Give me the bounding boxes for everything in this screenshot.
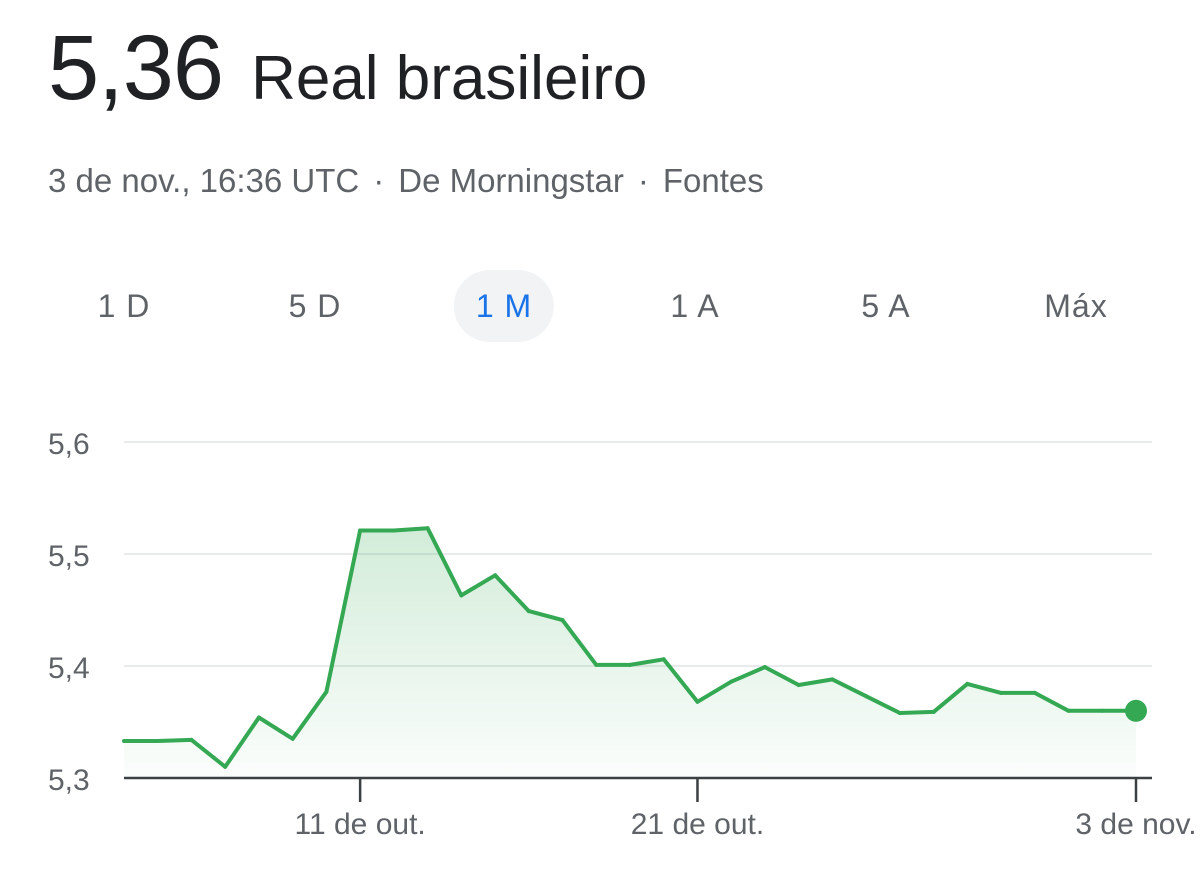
data-source: De Morningstar bbox=[398, 162, 624, 199]
price-line-segment bbox=[324, 528, 363, 694]
x-tick-label: 21 de out. bbox=[631, 808, 764, 841]
y-tick-label: 5,5 bbox=[48, 540, 90, 573]
meta-line: 3 de nov., 16:36 UTC · De Morningstar · … bbox=[48, 162, 764, 200]
price-line-segment bbox=[628, 657, 666, 667]
price-line-segment bbox=[155, 737, 194, 743]
sources-link[interactable]: Fontes bbox=[662, 162, 764, 199]
price-area-fill bbox=[124, 528, 1136, 778]
tab-1a[interactable]: 1 A bbox=[670, 288, 720, 324]
price-line-segment bbox=[830, 677, 869, 699]
tab-5a[interactable]: 5 A bbox=[861, 288, 911, 324]
exchange-rate-value: 5,36 bbox=[48, 17, 224, 119]
price-line-segment bbox=[661, 657, 700, 704]
price-line-segment bbox=[864, 694, 902, 715]
price-line bbox=[122, 526, 1138, 769]
timestamp: 3 de nov., 16:36 UTC bbox=[48, 162, 360, 199]
y-tick-label: 5,6 bbox=[48, 428, 90, 461]
price-line-segment bbox=[223, 715, 261, 769]
price-line-segment bbox=[695, 679, 734, 704]
tab-1d[interactable]: 1 D bbox=[97, 288, 151, 324]
x-tick-label: 11 de out. bbox=[295, 808, 426, 841]
price-line-segment bbox=[256, 715, 295, 741]
y-tick-label: 5,3 bbox=[48, 764, 90, 797]
separator-dot: · bbox=[373, 162, 385, 199]
time-range-tabs: 1 D 5 D 1 M 1 A 5 A Máx bbox=[0, 270, 1200, 342]
price-line-segment bbox=[762, 665, 801, 687]
price-chart[interactable]: 5,3 5,4 5,5 5,6 11 de out. 21 de out. 3 de no… bbox=[0, 400, 1200, 874]
price-line-segment bbox=[1032, 690, 1071, 713]
currency-name: Real brasileiro bbox=[251, 44, 648, 113]
tab-1m[interactable]: 1 M bbox=[453, 270, 555, 342]
last-price-marker[interactable] bbox=[1125, 699, 1147, 722]
tab-5d[interactable]: 5 D bbox=[288, 288, 342, 324]
header: 5,36 Real brasileiro bbox=[48, 22, 647, 114]
price-line-segment bbox=[965, 681, 1004, 695]
y-axis: 5,3 5,4 5,5 5,6 bbox=[48, 428, 90, 797]
price-line-segment bbox=[729, 665, 767, 684]
price-line-segment bbox=[425, 526, 464, 598]
price-line-segment bbox=[931, 681, 970, 714]
price-line-segment bbox=[189, 737, 228, 769]
x-tick-label: 3 de nov. bbox=[1075, 808, 1196, 841]
x-axis: 11 de out. 21 de out. 3 de nov. bbox=[124, 776, 1197, 841]
price-line-segment bbox=[493, 573, 531, 614]
separator-dot: · bbox=[637, 162, 649, 199]
tab-max[interactable]: Máx bbox=[1044, 288, 1108, 324]
price-line-segment bbox=[560, 618, 599, 667]
price-line-segment bbox=[391, 526, 430, 533]
grid-layer bbox=[124, 441, 1152, 667]
y-tick-label: 5,4 bbox=[48, 652, 90, 685]
price-line-segment bbox=[897, 709, 936, 715]
price-line-segment bbox=[459, 573, 498, 598]
price-line-segment bbox=[290, 689, 329, 741]
price-line-segment bbox=[796, 677, 835, 687]
price-line-segment bbox=[526, 609, 565, 623]
